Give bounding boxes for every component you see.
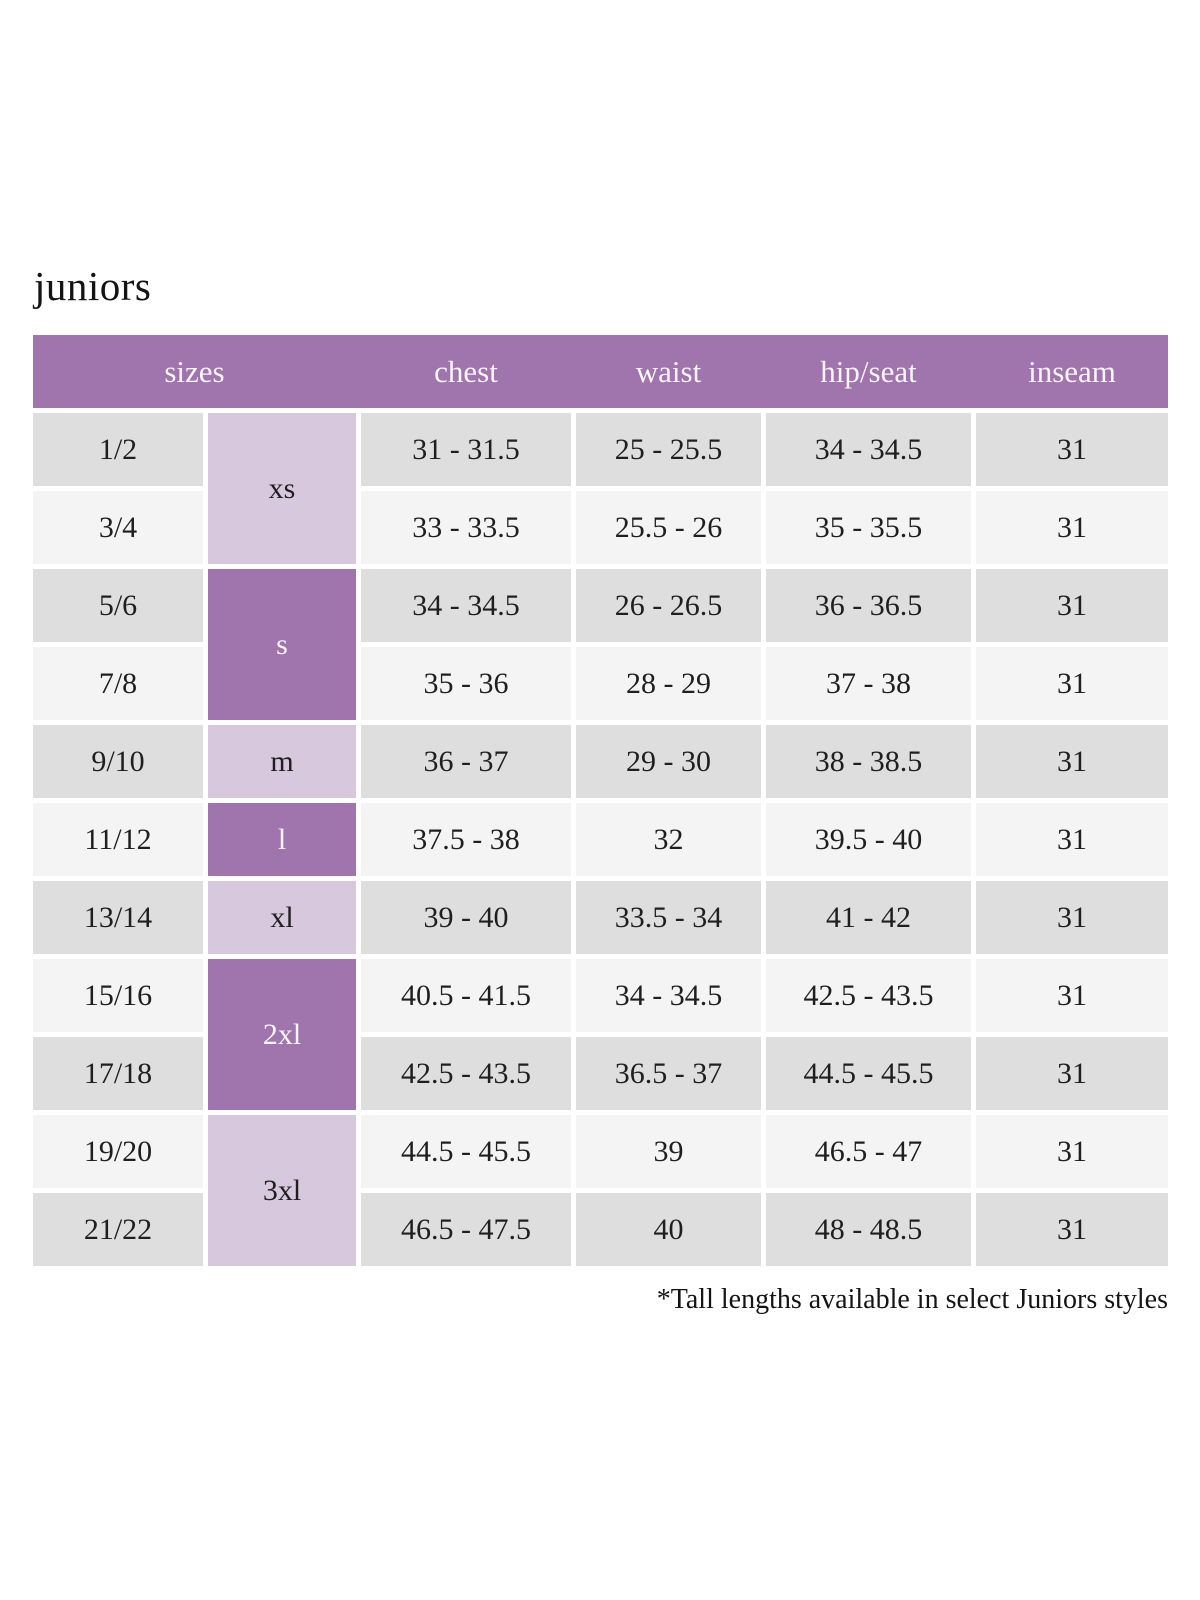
waist-cell: 34 - 34.5 (576, 959, 761, 1032)
hip-seat-cell: 46.5 - 47 (766, 1115, 971, 1188)
size-cell: 5/6 (33, 569, 203, 642)
chest-cell: 46.5 - 47.5 (361, 1193, 571, 1266)
waist-cell: 29 - 30 (576, 725, 761, 798)
hip-seat-cell: 39.5 - 40 (766, 803, 971, 876)
juniors-size-table: sizes chest waist hip/seat inseam 1/2 xs… (33, 335, 1168, 1266)
inseam-cell: 31 (976, 725, 1168, 798)
hip-seat-cell: 48 - 48.5 (766, 1193, 971, 1266)
waist-cell: 40 (576, 1193, 761, 1266)
inseam-cell: 31 (976, 647, 1168, 720)
chest-cell: 31 - 31.5 (361, 413, 571, 486)
size-cell: 11/12 (33, 803, 203, 876)
inseam-cell: 31 (976, 803, 1168, 876)
hip-seat-cell: 44.5 - 45.5 (766, 1037, 971, 1110)
page-title: juniors (34, 263, 152, 309)
size-cell: 7/8 (33, 647, 203, 720)
tall-lengths-footnote: *Tall lengths available in select Junior… (656, 1284, 1168, 1315)
header-chest: chest (434, 353, 498, 389)
size-cell: 1/2 (33, 413, 203, 486)
size-group-cell-3xl: 3xl (208, 1115, 356, 1266)
chest-cell: 39 - 40 (361, 881, 571, 954)
hip-seat-cell: 34 - 34.5 (766, 413, 971, 486)
hip-seat-cell: 38 - 38.5 (766, 725, 971, 798)
inseam-cell: 31 (976, 1037, 1168, 1110)
inseam-cell: 31 (976, 881, 1168, 954)
size-cell: 17/18 (33, 1037, 203, 1110)
waist-cell: 28 - 29 (576, 647, 761, 720)
header-hip-seat: hip/seat (820, 353, 917, 389)
hip-seat-cell: 37 - 38 (766, 647, 971, 720)
chest-cell: 37.5 - 38 (361, 803, 571, 876)
hip-seat-cell: 42.5 - 43.5 (766, 959, 971, 1032)
size-cell: 21/22 (33, 1193, 203, 1266)
hip-seat-cell: 35 - 35.5 (766, 491, 971, 564)
waist-cell: 25 - 25.5 (576, 413, 761, 486)
size-group-cell-xs: xs (208, 413, 356, 564)
waist-cell: 26 - 26.5 (576, 569, 761, 642)
size-cell: 3/4 (33, 491, 203, 564)
chest-cell: 42.5 - 43.5 (361, 1037, 571, 1110)
table-body: 1/2 xs 31 - 31.5 25 - 25.5 34 - 34.5 31 … (33, 413, 1168, 1266)
hip-seat-cell: 36 - 36.5 (766, 569, 971, 642)
chest-cell: 36 - 37 (361, 725, 571, 798)
chest-cell: 44.5 - 45.5 (361, 1115, 571, 1188)
waist-cell: 36.5 - 37 (576, 1037, 761, 1110)
size-group-cell-l: l (208, 803, 356, 876)
waist-cell: 39 (576, 1115, 761, 1188)
size-cell: 13/14 (33, 881, 203, 954)
inseam-cell: 31 (976, 413, 1168, 486)
inseam-cell: 31 (976, 1193, 1168, 1266)
chest-cell: 33 - 33.5 (361, 491, 571, 564)
size-cell: 15/16 (33, 959, 203, 1032)
hip-seat-cell: 41 - 42 (766, 881, 971, 954)
size-group-cell-xl: xl (208, 881, 356, 954)
size-group-cell-2xl: 2xl (208, 959, 356, 1110)
header-sizes: sizes (164, 353, 225, 389)
size-group-cell-m: m (208, 725, 356, 798)
header-waist: waist (635, 353, 702, 389)
inseam-cell: 31 (976, 491, 1168, 564)
size-group-cell-s: s (208, 569, 356, 720)
waist-cell: 25.5 - 26 (576, 491, 761, 564)
inseam-cell: 31 (976, 959, 1168, 1032)
chest-cell: 40.5 - 41.5 (361, 959, 571, 1032)
waist-cell: 32 (576, 803, 761, 876)
chest-cell: 35 - 36 (361, 647, 571, 720)
waist-cell: 33.5 - 34 (576, 881, 761, 954)
chest-cell: 34 - 34.5 (361, 569, 571, 642)
header-inseam: inseam (1028, 353, 1116, 389)
inseam-cell: 31 (976, 1115, 1168, 1188)
inseam-cell: 31 (976, 569, 1168, 642)
table-header-row: sizes chest waist hip/seat inseam (33, 335, 1168, 408)
size-cell: 9/10 (33, 725, 203, 798)
size-cell: 19/20 (33, 1115, 203, 1188)
